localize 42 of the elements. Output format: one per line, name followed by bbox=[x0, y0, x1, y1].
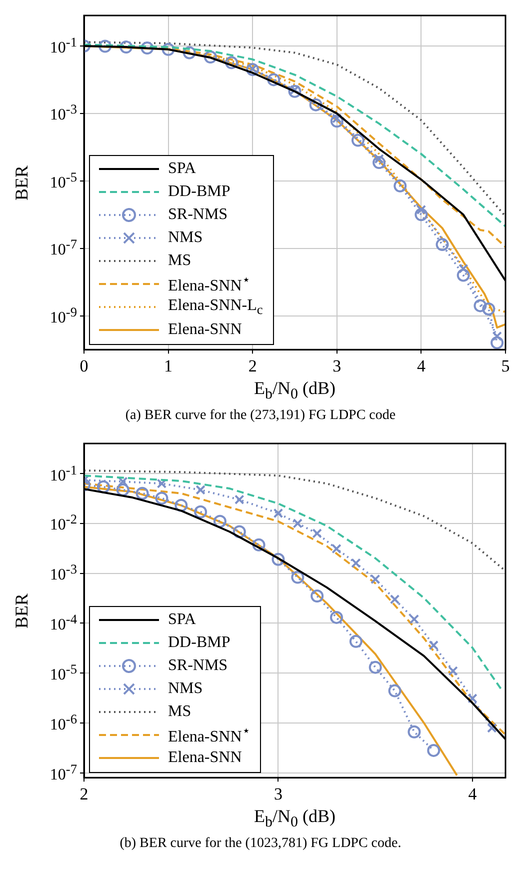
x-tick-label: 2 bbox=[80, 784, 88, 804]
legend-label: MS bbox=[168, 703, 192, 722]
legend-label: NMS bbox=[168, 680, 203, 698]
legend-label: Elena-SNN$^{⋆}$ bbox=[168, 723, 250, 747]
y-tick-label: 10$^{-7}$ bbox=[50, 761, 77, 784]
y-tick-label: 10$^{-5}$ bbox=[50, 661, 77, 684]
x-tick-label: 0 bbox=[80, 356, 88, 376]
y-tick-label: 10$^{-2}$ bbox=[50, 512, 77, 534]
x-tick-label: 4 bbox=[468, 784, 478, 804]
y-tick-label: 10$^{-9}$ bbox=[50, 304, 77, 327]
legend-label: SR-NMS bbox=[168, 206, 228, 224]
text: (a) BER curve for the (273,191) FG LDPC code bbox=[124, 408, 397, 424]
legend-label: DD-BMP bbox=[168, 634, 230, 652]
legend-label: Elena-SNN bbox=[168, 749, 242, 768]
legend-label: Elena-SNN-L$_{c}$ bbox=[168, 296, 263, 318]
y-tick-label: 10$^{-1}$ bbox=[50, 462, 77, 484]
y-axis-title: BER bbox=[12, 165, 32, 200]
y-tick-label: 10$^{-3}$ bbox=[50, 102, 77, 124]
y-tick-label: 10$^{-5}$ bbox=[50, 169, 77, 192]
x-tick-label: 5 bbox=[501, 356, 510, 376]
y-tick-label: 10$^{-1}$ bbox=[50, 34, 77, 57]
y-tick-label: 10$^{-3}$ bbox=[50, 562, 77, 584]
legend-label: SPA bbox=[168, 611, 196, 630]
legend-label: MS bbox=[168, 252, 192, 270]
x-axis-title: E$_{b}$/N$_{0}$ (dB) bbox=[253, 806, 336, 832]
x-axis-title: E$_{b}$/N$_{0}$ (dB) bbox=[253, 378, 336, 404]
y-tick-label: 10$^{-7}$ bbox=[50, 236, 77, 260]
x-tick-label: 4 bbox=[416, 356, 426, 376]
legend-label: SR-NMS bbox=[168, 657, 228, 676]
legend-label: Elena-SNN bbox=[168, 321, 242, 340]
y-tick-label: 10$^{-4}$ bbox=[50, 611, 77, 634]
y-tick-label: 10$^{-6}$ bbox=[50, 711, 77, 734]
x-tick-label: 3 bbox=[332, 356, 342, 376]
y-axis-title: BER bbox=[12, 593, 32, 628]
legend-label: DD-BMP bbox=[168, 183, 230, 202]
x-tick-label: 1 bbox=[164, 356, 173, 376]
x-tick-label: 2 bbox=[248, 356, 257, 376]
text: (b) BER curve for the (1023,781) FG LDPC code. bbox=[118, 836, 402, 852]
legend-label: SPA bbox=[168, 160, 196, 178]
x-tick-label: 3 bbox=[274, 784, 282, 804]
legend-label: Elena-SNN$^{⋆}$ bbox=[168, 272, 250, 296]
legend-label: NMS bbox=[168, 229, 203, 248]
